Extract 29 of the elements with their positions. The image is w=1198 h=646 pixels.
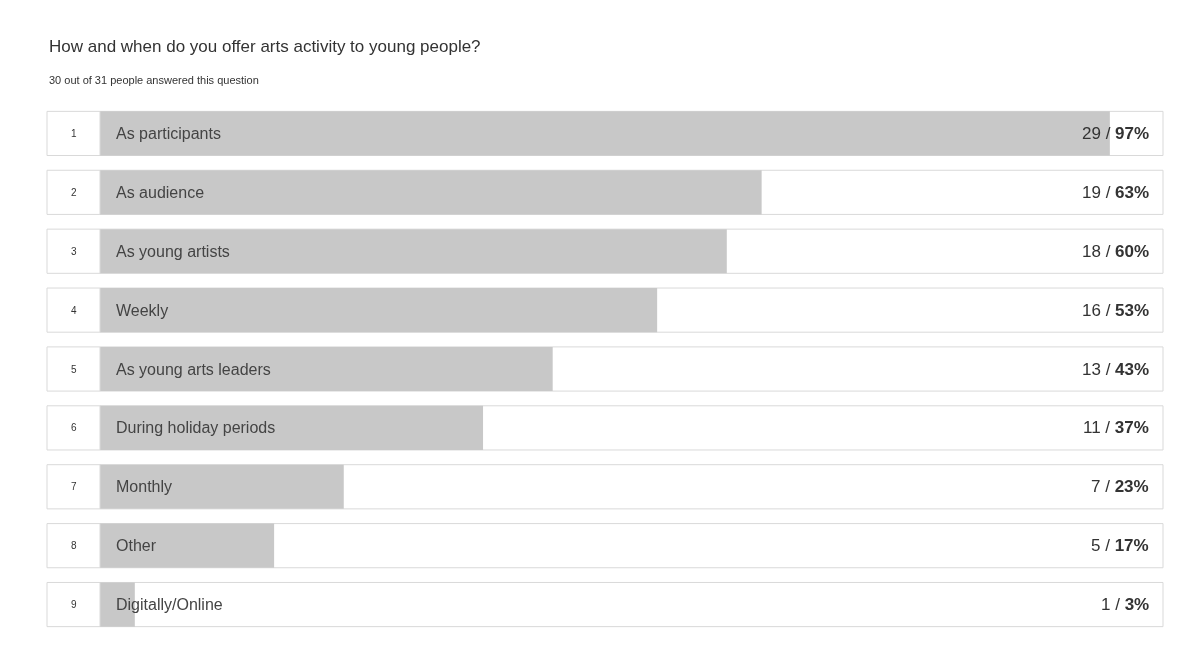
text: 7 [71,481,77,492]
chart-title: How and when do you offer arts activity to young people? [49,37,481,56]
data-label: 16 / 53% [1082,301,1150,320]
text: 3 [71,246,77,257]
y-tick-label: As young artists [116,243,230,260]
data-label: 18 / 60% [1082,242,1150,261]
y-tick-label: As audience [116,184,205,201]
text: 2 [71,187,77,198]
text: 1 [71,128,77,139]
data-label: 19 / 63% [1082,183,1150,202]
text: 9 [71,599,77,610]
text: 5 [71,364,77,375]
y-tick-label: Other [116,537,157,554]
data-label: 7 / 23% [1091,477,1149,496]
y-tick-label: During holiday periods [116,419,276,436]
y-tick-label: As young arts leaders [116,361,271,378]
data-label: 11 / 37% [1083,418,1149,437]
text: 4 [71,305,77,316]
y-tick-label: Monthly [116,478,173,495]
data-label: 29 / 97% [1082,124,1150,143]
data-label: 5 / 17% [1091,536,1149,555]
data-label: 13 / 43% [1082,360,1150,379]
y-tick-label: Weekly [116,302,169,319]
chart-subtitle: 30 out of 31 people answered this question [49,74,259,86]
text: 8 [71,540,77,551]
text: 6 [71,422,77,433]
data-label: 1 / 3% [1101,595,1150,614]
y-tick-label: As participants [116,125,221,142]
y-tick-label: Digitally/Online [116,596,223,613]
